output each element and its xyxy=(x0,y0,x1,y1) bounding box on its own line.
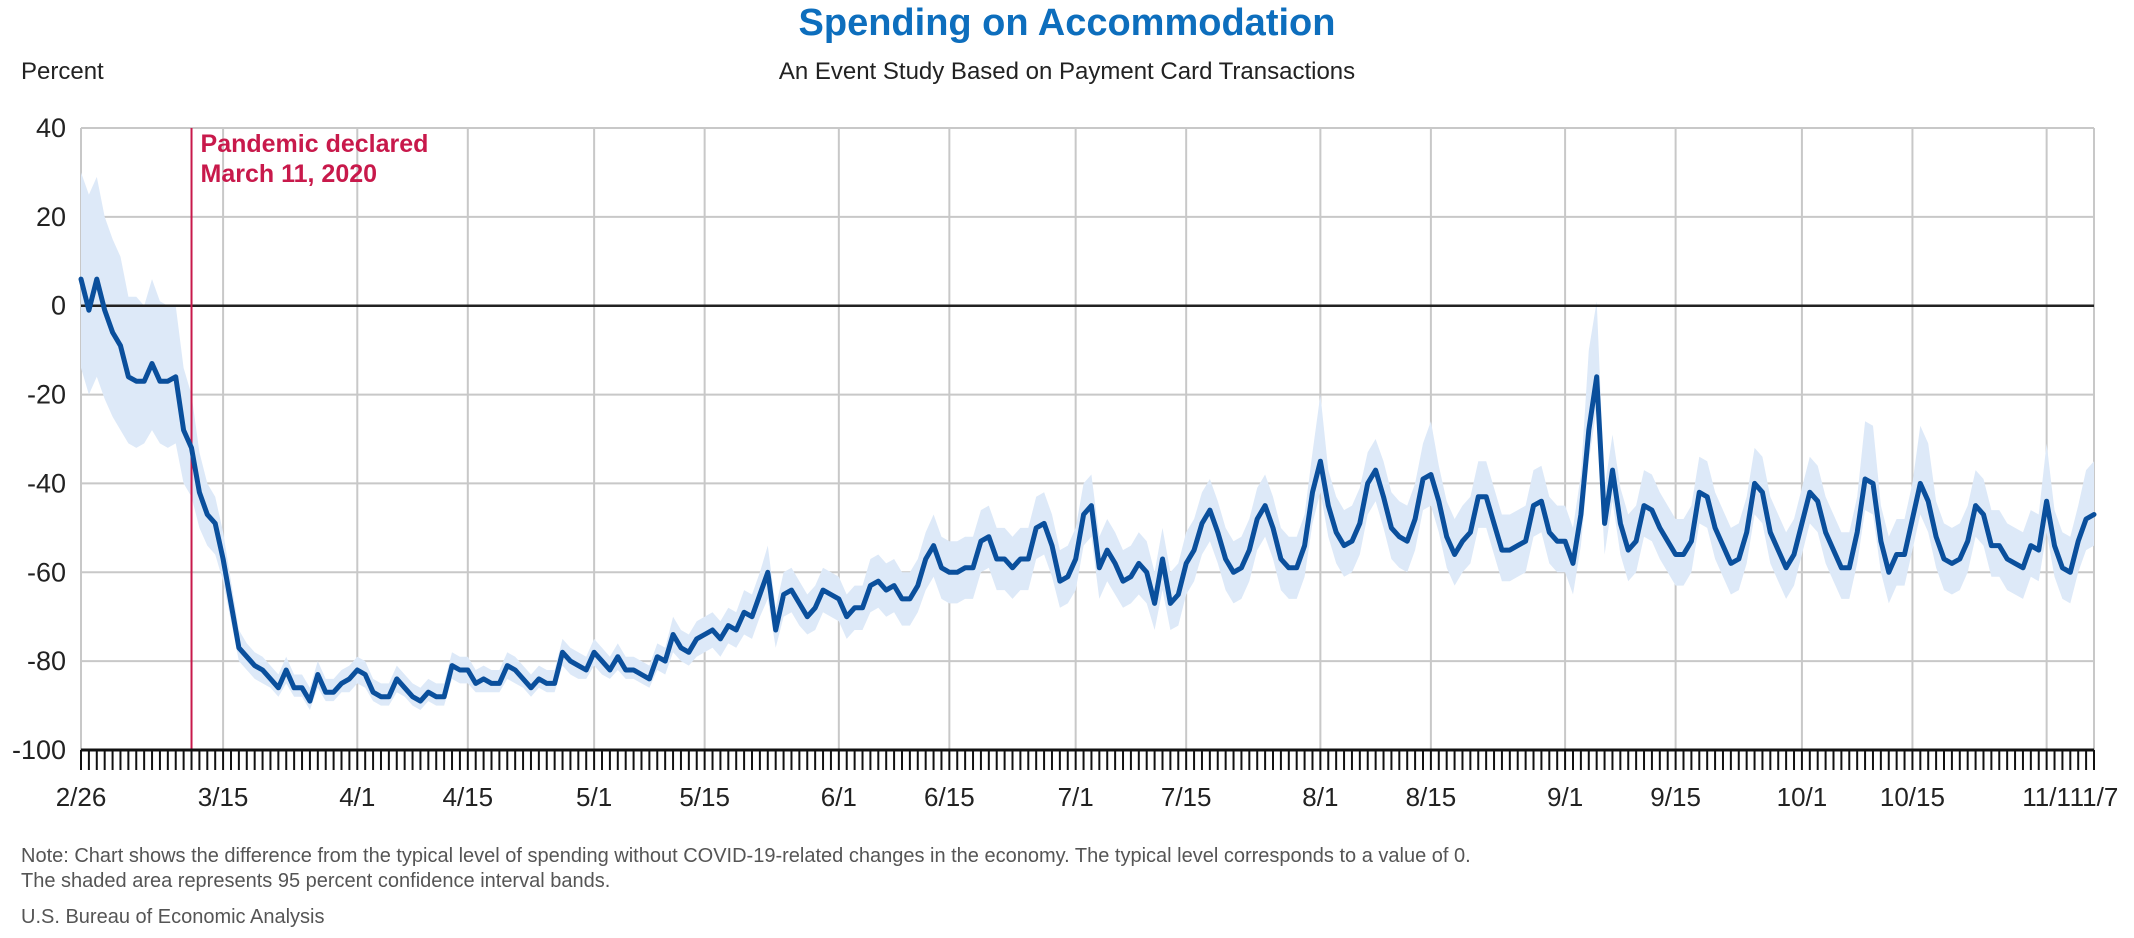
y-axis-unit-label: Percent xyxy=(21,58,104,85)
x-tick-label: 11/7 xyxy=(2070,782,2119,812)
source-credit: U.S. Bureau of Economic Analysis xyxy=(21,906,325,928)
x-tick-label: 11/1 xyxy=(2022,782,2071,812)
x-tick-label: 10/15 xyxy=(1880,782,1945,812)
confidence-band xyxy=(81,172,2094,710)
x-tick-label: 6/15 xyxy=(924,782,975,812)
y-tick-label: -60 xyxy=(27,557,66,587)
y-tick-label: 20 xyxy=(36,202,66,232)
y-tick-label: -80 xyxy=(27,646,66,676)
chart-subtitle: An Event Study Based on Payment Card Tra… xyxy=(778,58,1356,85)
x-tick-label: 4/1 xyxy=(339,782,375,812)
x-tick-label: 3/15 xyxy=(198,782,249,812)
chart-note-line-1: Note: Chart shows the difference from th… xyxy=(21,845,1471,867)
x-tick-label: 4/15 xyxy=(443,782,494,812)
x-tick-label: 8/15 xyxy=(1406,782,1457,812)
annotation-line-2: March 11, 2020 xyxy=(201,160,378,188)
x-tick-label: 5/15 xyxy=(679,782,730,812)
chart-title: Spending on Accommodation xyxy=(798,2,1336,44)
annotation-line-1: Pandemic declared xyxy=(201,130,429,158)
x-tick-label: 9/1 xyxy=(1547,782,1583,812)
y-tick-label: 0 xyxy=(51,291,66,321)
x-tick-label: 6/1 xyxy=(821,782,857,812)
y-tick-label: -40 xyxy=(27,468,66,498)
y-tick-label: 40 xyxy=(36,113,66,143)
series-line xyxy=(78,276,2097,704)
chart-note-line-2: The shaded area represents 95 percent co… xyxy=(21,870,611,892)
x-tick-label: 7/15 xyxy=(1161,782,1212,812)
x-tick-label: 2/26 xyxy=(56,782,107,812)
x-tick-label: 8/1 xyxy=(1302,782,1338,812)
x-tick-label: 7/1 xyxy=(1058,782,1094,812)
x-tick-label: 9/15 xyxy=(1650,782,1701,812)
y-tick-label: -20 xyxy=(27,380,66,410)
x-tick-label: 5/1 xyxy=(576,782,612,812)
y-tick-label: -100 xyxy=(12,735,66,765)
x-tick-label: 10/1 xyxy=(1777,782,1828,812)
